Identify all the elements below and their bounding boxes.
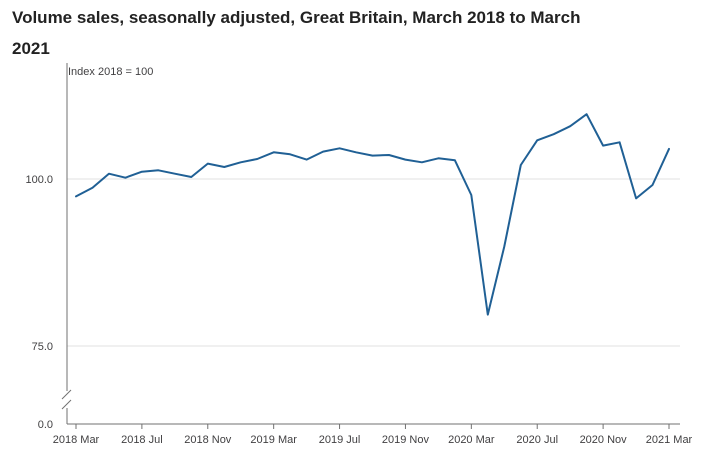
data-point xyxy=(667,147,671,151)
data-point xyxy=(469,193,473,197)
data-point xyxy=(222,165,226,169)
axis-break-mark xyxy=(61,389,72,400)
data-point xyxy=(568,124,572,128)
data-point xyxy=(354,150,358,154)
x-tick-label: 2019 Mar xyxy=(250,434,297,446)
data-point xyxy=(486,313,490,317)
axis-break-mark xyxy=(61,399,72,410)
data-point xyxy=(519,163,523,167)
data-point xyxy=(420,160,424,164)
data-point xyxy=(272,150,276,154)
data-point xyxy=(189,175,193,179)
data-point xyxy=(552,132,556,136)
series xyxy=(74,112,671,317)
axes xyxy=(61,63,680,429)
x-tick-label: 2018 Nov xyxy=(184,434,232,446)
data-point xyxy=(502,245,506,249)
x-tick-label: 2020 Mar xyxy=(448,434,495,446)
data-point xyxy=(140,170,144,174)
data-point xyxy=(634,196,638,200)
data-point xyxy=(173,172,177,176)
data-point xyxy=(74,194,78,198)
data-point xyxy=(91,186,95,190)
data-point xyxy=(206,162,210,166)
x-tick-label: 2019 Jul xyxy=(319,434,361,446)
data-point xyxy=(453,158,457,162)
data-point xyxy=(371,154,375,158)
x-tick-label: 2018 Mar xyxy=(53,434,100,446)
x-tick-label: 2018 Jul xyxy=(121,434,163,446)
data-point xyxy=(305,158,309,162)
chart-title: Volume sales, seasonally adjusted, Great… xyxy=(12,8,581,58)
data-point xyxy=(387,153,391,157)
data-point xyxy=(156,168,160,172)
series-line xyxy=(75,113,670,316)
data-point xyxy=(651,183,655,187)
y-tick-label: 100.0 xyxy=(25,174,53,186)
data-point xyxy=(601,144,605,148)
y-tick-label: 0.0 xyxy=(38,419,53,431)
data-point xyxy=(321,150,325,154)
data-point xyxy=(107,172,111,176)
data-point xyxy=(436,156,440,160)
x-tick-label: 2019 Nov xyxy=(382,434,430,446)
x-tick-label: 2020 Nov xyxy=(580,434,628,446)
x-tick-label: 2020 Jul xyxy=(516,434,558,446)
data-point xyxy=(338,146,342,150)
x-tick-label: 2021 Mar xyxy=(646,434,693,446)
labels: 0.0 75.0 100.0 Index 2018 = 100 2018 Mar 2018… xyxy=(25,66,692,446)
data-point xyxy=(535,138,539,142)
data-point xyxy=(123,176,127,180)
data-point xyxy=(239,160,243,164)
gridlines xyxy=(67,178,680,347)
data-point xyxy=(255,157,259,161)
data-point xyxy=(288,152,292,156)
data-point xyxy=(618,140,622,144)
data-point xyxy=(403,158,407,162)
y-axis-title: Index 2018 = 100 xyxy=(68,66,153,78)
y-tick-label: 75.0 xyxy=(32,341,53,353)
data-point xyxy=(585,112,589,116)
